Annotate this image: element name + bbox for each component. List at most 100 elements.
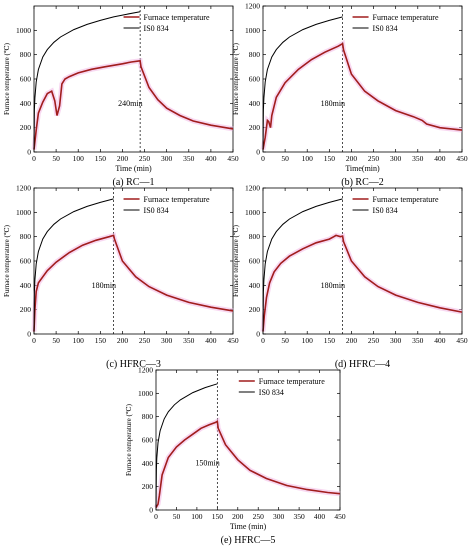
y-tick-label: 600 — [20, 257, 32, 266]
x-tick-label: 350 — [293, 512, 305, 521]
x-tick-label: 350 — [412, 336, 424, 345]
caption-letter: (d) — [335, 359, 347, 370]
y-tick-label: 400 — [20, 281, 32, 290]
chart-panel-b: 0 50 100 150 200 250 300 350 400 450 0 200 400 600 800… — [232, 2, 468, 189]
legend-label: Furnace temperature — [373, 13, 439, 22]
x-tick-label: 200 — [346, 336, 358, 345]
series-line-furnace — [262, 234, 463, 332]
y-tick-label: 800 — [249, 232, 261, 241]
series-band-1 — [31, 232, 234, 332]
y-tick-label: 1000 — [16, 208, 31, 217]
heating-duration-annotation: 180min — [92, 281, 116, 290]
legend-label: Furnace temperature — [144, 13, 210, 22]
panel-caption: (e) HFRC—5 — [221, 535, 276, 546]
y-tick-label: 1000 — [16, 26, 31, 35]
x-axis-title: Time(min) — [345, 164, 380, 173]
caption-name: HFRC—4 — [349, 359, 390, 370]
x-tick-label: 0 — [32, 336, 36, 345]
x-tick-label: 0 — [261, 336, 265, 345]
caption-name: HFRC—5 — [234, 535, 275, 546]
legend-label: IS0 834 — [373, 24, 398, 33]
series-band-1 — [153, 417, 341, 509]
x-tick-label: 50 — [281, 336, 289, 345]
y-tick-label: 1200 — [245, 2, 260, 11]
series-line-furnace — [262, 42, 463, 150]
x-tick-label: 300 — [161, 336, 173, 345]
x-tick-label: 50 — [52, 154, 60, 163]
x-tick-label: 50 — [173, 512, 181, 521]
legend-label: IS0 834 — [144, 24, 169, 33]
x-tick-label: 100 — [302, 336, 314, 345]
x-tick-label: 450 — [456, 336, 468, 345]
x-tick-label: 450 — [334, 512, 346, 521]
x-tick-label: 250 — [253, 512, 265, 521]
legend-label: IS0 834 — [259, 388, 284, 397]
x-tick-label: 350 — [183, 154, 195, 163]
x-tick-label: 300 — [273, 512, 285, 521]
legend-label: Furnace temperature — [259, 377, 325, 386]
x-tick-label: 450 — [227, 154, 239, 163]
caption-letter: (c) — [106, 359, 117, 370]
x-tick-label: 150 — [95, 154, 107, 163]
x-tick-label: 400 — [434, 336, 446, 345]
x-tick-label: 400 — [205, 154, 217, 163]
y-tick-label: 0 — [149, 506, 153, 515]
x-tick-label: 100 — [73, 336, 85, 345]
y-tick-label: 600 — [20, 75, 32, 84]
y-tick-label: 400 — [20, 99, 32, 108]
y-tick-label: 600 — [142, 436, 154, 445]
caption-name: RC—1 — [126, 177, 154, 188]
caption-letter: (a) — [113, 177, 124, 188]
y-tick-label: 800 — [20, 50, 32, 59]
series-line-furnace — [155, 419, 341, 509]
x-axis-title: Time (min) — [115, 164, 152, 173]
y-tick-label: 0 — [256, 148, 260, 157]
y-axis-title: Furnace temperature (℃) — [232, 224, 240, 297]
chart-panel-d: 0 50 100 150 200 250 300 350 400 450 0 200 400 600 800… — [232, 184, 468, 371]
y-tick-label: 800 — [249, 50, 261, 59]
x-tick-label: 350 — [412, 154, 424, 163]
x-tick-label: 0 — [261, 154, 265, 163]
x-tick-label: 150 — [324, 154, 336, 163]
y-tick-label: 200 — [20, 305, 32, 314]
y-tick-label: 0 — [256, 330, 260, 339]
legend-label: IS0 834 — [373, 206, 398, 215]
x-tick-label: 100 — [73, 154, 85, 163]
x-tick-label: 150 — [95, 336, 107, 345]
y-tick-label: 0 — [27, 148, 31, 157]
y-tick-label: 200 — [20, 123, 32, 132]
series-line-iso834 — [33, 11, 141, 150]
x-tick-label: 400 — [314, 512, 326, 521]
series-line-iso834 — [33, 198, 114, 332]
chart-panel-e: 0 50 100 150 200 250 300 350 400 450 0 200 400 600 800… — [125, 366, 346, 547]
y-tick-label: 1000 — [245, 208, 260, 217]
x-tick-label: 400 — [205, 336, 217, 345]
x-tick-label: 400 — [434, 154, 446, 163]
y-axis-title: Furnace temperature (℃) — [3, 224, 11, 297]
x-tick-label: 250 — [139, 154, 151, 163]
y-tick-label: 200 — [249, 123, 261, 132]
caption-name: RC—2 — [355, 177, 383, 188]
x-tick-label: 150 — [212, 512, 224, 521]
caption-letter: (e) — [221, 535, 232, 546]
y-axis-title: Furnace temperature (℃) — [232, 42, 240, 115]
chart-panel-a: 0 50 100 150 200 250 300 350 400 450 0 200 400 600 800… — [3, 5, 239, 188]
y-axis-title: Furnace temperature (℃) — [3, 42, 11, 115]
series-band-1 — [260, 39, 463, 151]
x-tick-label: 350 — [183, 336, 195, 345]
heating-duration-annotation: 180min — [321, 281, 345, 290]
caption-name: HFRC—3 — [120, 359, 161, 370]
y-axis-title: Furnace temperature (℃) — [125, 403, 133, 476]
heating-duration-annotation: 180min — [321, 99, 345, 108]
x-tick-label: 50 — [52, 336, 60, 345]
y-tick-label: 1200 — [16, 184, 31, 193]
x-tick-label: 100 — [302, 154, 314, 163]
heating-duration-annotation: 240min — [118, 99, 142, 108]
x-axis-title: Time (min) — [230, 522, 267, 531]
y-tick-label: 800 — [142, 412, 154, 421]
x-tick-label: 0 — [154, 512, 158, 521]
x-tick-label: 200 — [117, 154, 129, 163]
series-line-iso834 — [262, 16, 343, 150]
y-tick-label: 200 — [142, 482, 154, 491]
y-tick-label: 800 — [20, 232, 32, 241]
